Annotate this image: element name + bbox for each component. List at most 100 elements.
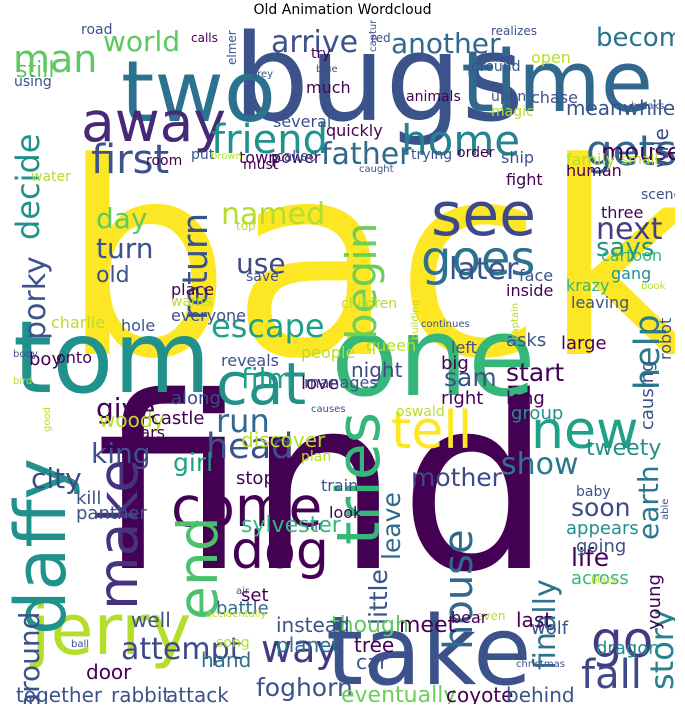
word-building: building — [410, 299, 421, 340]
word-road: road — [81, 22, 113, 38]
word-group: group — [511, 403, 564, 424]
word-body: body — [13, 349, 38, 360]
word-give: give — [96, 392, 156, 425]
word-several: several — [273, 112, 332, 131]
word-last: last — [516, 608, 553, 632]
word-king: king — [91, 437, 151, 470]
word-film: film — [241, 362, 294, 395]
word-soon: soon — [571, 493, 631, 522]
word-wants: wants — [171, 294, 213, 310]
word-train: train — [321, 476, 359, 495]
word-show: show — [501, 447, 579, 482]
word-eventually: eventually — [341, 683, 457, 705]
word-jerry: jerry — [31, 589, 192, 671]
word-turn: turn — [96, 232, 154, 265]
word-save: save — [246, 269, 279, 285]
word-panther: panther — [76, 503, 147, 524]
word-town: town — [239, 148, 279, 167]
word-face: face — [519, 266, 554, 285]
word-much: much — [306, 78, 351, 97]
word-planet: planet — [276, 633, 340, 657]
word-water: water — [31, 169, 71, 185]
word-big: big — [441, 353, 469, 374]
word-reveals: reveals — [221, 351, 279, 370]
word-scene: scene — [641, 187, 675, 203]
word-family: family — [566, 150, 616, 169]
word-manages: manages — [304, 373, 378, 392]
word-meet: meet — [399, 613, 457, 638]
word-mr: mr — [306, 519, 323, 533]
word-human: human — [566, 161, 622, 180]
word-krazy: krazy — [566, 276, 610, 295]
word-large: large — [561, 333, 607, 354]
word-caught: caught — [359, 164, 394, 175]
word-onto: onto — [56, 348, 92, 367]
word-father: father — [321, 137, 412, 172]
word-earth: earth — [632, 465, 665, 540]
word-attempt: attempt — [121, 632, 242, 667]
word-go: go — [591, 611, 654, 669]
word-bird: bird — [13, 376, 33, 387]
word-gang: gang — [611, 264, 652, 283]
word-find: find — [96, 345, 552, 625]
word-top: top — [236, 219, 256, 233]
word-see: see — [431, 180, 537, 250]
word-robot: robot — [656, 317, 675, 360]
word-charlie: charlie — [51, 313, 106, 332]
word-arey: arey — [251, 69, 274, 80]
word-look: look — [329, 503, 363, 522]
word-oswald: oswald — [396, 404, 445, 420]
word-discover: discover — [241, 428, 326, 452]
word-time: time — [461, 33, 654, 132]
word-children: children — [341, 296, 398, 312]
word-breaks: breaks — [631, 101, 665, 112]
word-tree: tree — [354, 633, 395, 657]
word-castle: castle — [151, 408, 205, 429]
word-kill: kill — [76, 488, 102, 509]
word-girl: girl — [173, 448, 214, 477]
word-foghorn: foghorn — [256, 673, 353, 702]
word-accidentally: accidentally — [206, 609, 267, 620]
word-dragon: dragon — [596, 638, 660, 659]
word-leaving: leaving — [571, 293, 630, 312]
word-start: start — [506, 358, 565, 387]
word-door: door — [86, 660, 132, 684]
word-upon: upon — [491, 89, 527, 105]
word-rabbit: rabbit — [111, 683, 171, 704]
word-brown: brown — [211, 151, 242, 162]
word-called: called — [276, 149, 318, 165]
word-first: first — [91, 137, 170, 183]
word-wolf: wolf — [531, 618, 569, 639]
word-car: car — [356, 650, 388, 674]
word-even: even — [476, 609, 506, 623]
word-inside: inside — [506, 281, 554, 300]
word-small: small — [621, 152, 659, 168]
word-run: run — [216, 402, 270, 440]
word-along: along — [171, 388, 221, 409]
word-woody: woody — [99, 408, 165, 432]
word-bear: bear — [451, 608, 488, 627]
word-black: black — [591, 575, 618, 586]
word-put: put — [191, 147, 215, 163]
word-room: room — [146, 153, 183, 169]
word-cartoon: cartoon — [601, 246, 663, 265]
word-life: life — [571, 543, 610, 572]
word-friend: friend — [211, 117, 328, 163]
word-dog: dog — [231, 521, 329, 581]
word-tell: tell — [391, 401, 473, 461]
word-animals: animals — [406, 89, 461, 105]
word-still: still — [16, 58, 55, 83]
word-book: book — [641, 281, 666, 292]
word-try: try — [311, 46, 331, 62]
word-ball: ball — [71, 639, 90, 650]
word-chase: chase — [531, 88, 578, 107]
word-together: together — [16, 683, 103, 704]
word-calls: calls — [191, 31, 218, 45]
word-well: well — [131, 608, 171, 632]
word-mouse: mouse — [601, 138, 675, 166]
word-away: away — [81, 90, 226, 154]
word-blue: blue — [316, 64, 338, 75]
word-young: young — [644, 574, 665, 630]
word-attack: attack — [166, 683, 229, 704]
word-asks: asks — [506, 330, 547, 351]
